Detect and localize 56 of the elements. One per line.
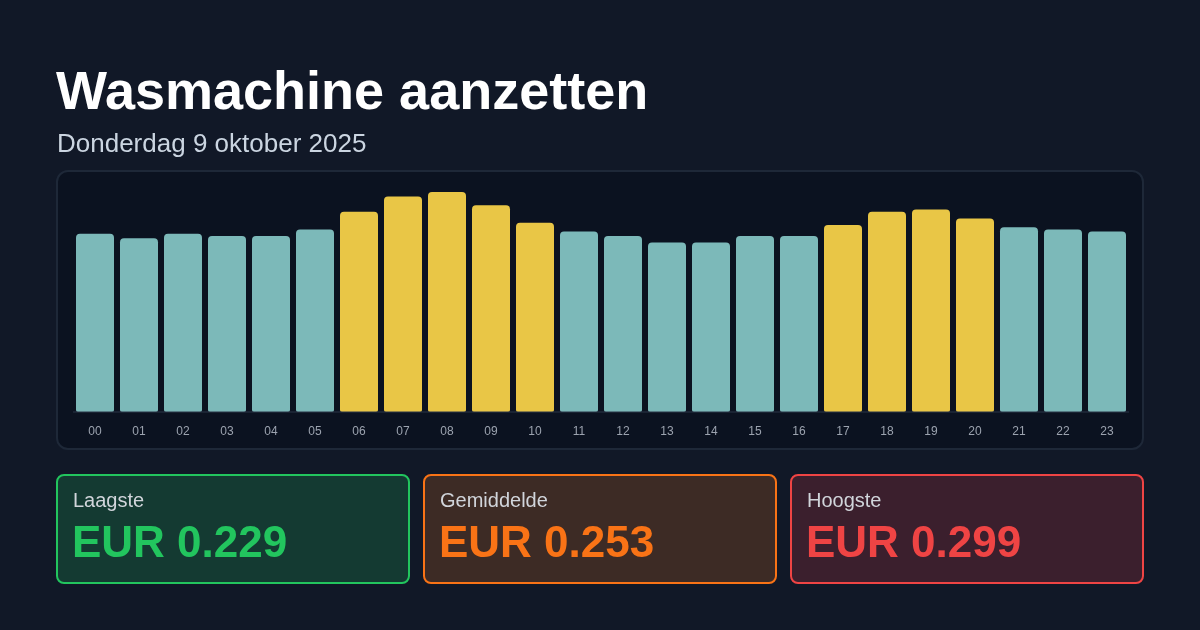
x-tick-label: 11 xyxy=(572,423,586,438)
bar xyxy=(648,242,686,412)
text: Gemiddelde xyxy=(440,489,548,511)
x-tick-label: 00 xyxy=(88,423,102,438)
x-tick-label: 15 xyxy=(748,423,762,438)
x-tick-label: 19 xyxy=(924,423,938,438)
bar xyxy=(912,209,950,412)
bar xyxy=(164,233,202,412)
bar xyxy=(604,236,642,412)
bar xyxy=(428,192,466,412)
x-tick-label: 09 xyxy=(484,423,498,438)
text: EUR 0.253 xyxy=(439,517,655,566)
bar xyxy=(868,211,906,412)
bar xyxy=(208,236,246,412)
x-tick-label: 14 xyxy=(704,423,718,438)
chart-subtitle: Donderdag 9 oktober 2025 xyxy=(57,128,367,158)
x-tick-label: 01 xyxy=(132,423,146,438)
bar xyxy=(252,236,290,412)
bar xyxy=(1044,229,1082,412)
bar xyxy=(120,238,158,412)
x-tick-label: 20 xyxy=(968,423,982,438)
text: EUR 0.299 xyxy=(806,517,1022,566)
x-tick-label: 05 xyxy=(308,423,322,438)
chart-title: Wasmachine aanzetten xyxy=(56,60,649,120)
x-tick-label: 17 xyxy=(836,423,850,438)
bar xyxy=(692,242,730,412)
x-tick-label: 23 xyxy=(1100,423,1114,438)
bar xyxy=(516,222,554,412)
bar xyxy=(560,231,598,412)
bar xyxy=(76,233,114,412)
x-tick-label: 07 xyxy=(396,423,410,438)
x-tick-label: 03 xyxy=(220,423,234,438)
text: Laagste xyxy=(73,489,145,511)
bar xyxy=(384,196,422,412)
bar xyxy=(780,236,818,412)
x-tick-label: 12 xyxy=(616,423,630,438)
x-tick-label: 16 xyxy=(792,423,806,438)
x-tick-label: 10 xyxy=(528,423,542,438)
bar xyxy=(472,205,510,412)
x-tick-label: 06 xyxy=(352,423,366,438)
x-tick-label: 04 xyxy=(264,423,278,438)
text: Hoogste xyxy=(807,489,882,511)
x-tick-label: 08 xyxy=(440,423,454,438)
x-tick-label: 02 xyxy=(176,423,190,438)
x-tick-label: 21 xyxy=(1012,423,1026,438)
text: EUR 0.229 xyxy=(72,517,288,566)
bar xyxy=(824,225,862,412)
bar xyxy=(1088,231,1126,412)
bar xyxy=(296,229,334,412)
x-tick-label: 22 xyxy=(1056,423,1070,438)
bar xyxy=(1000,227,1038,412)
x-tick-label: 13 xyxy=(660,423,674,438)
bar xyxy=(736,236,774,412)
bar xyxy=(340,211,378,412)
bar xyxy=(956,218,994,412)
x-tick-label: 18 xyxy=(880,423,894,438)
